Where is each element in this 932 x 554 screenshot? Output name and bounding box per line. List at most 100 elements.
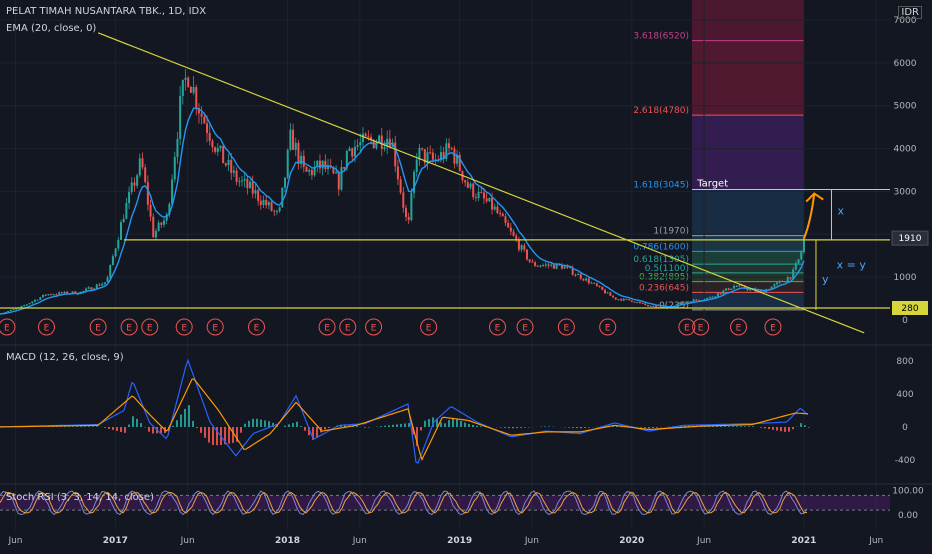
earnings-label-0: E (4, 324, 10, 334)
candle-body-94 (252, 182, 254, 194)
macd-hist-bar-196 (196, 427, 198, 428)
currency-badge[interactable]: IDR (898, 6, 922, 19)
candle-body-189 (507, 223, 509, 228)
macd-hist-bar-228 (228, 427, 230, 444)
candle-body-88 (236, 170, 238, 181)
candle-body-234 (628, 299, 630, 300)
earnings-label-5: E (181, 324, 187, 334)
candle-body-82 (219, 146, 221, 148)
macd-hist-bar-516 (516, 427, 518, 428)
candle-body-196 (526, 250, 528, 260)
fib-label-8: 0.236(645) (639, 283, 689, 293)
candle-body-255 (685, 302, 687, 303)
candle-body-78 (209, 133, 211, 141)
candle-body-89 (238, 181, 240, 182)
candle-body-10 (26, 304, 28, 305)
earnings-label-16: E (684, 324, 690, 334)
candle-body-96 (257, 190, 259, 201)
macd-hist-bar-444 (444, 423, 446, 427)
macd-hist-bar-580 (580, 427, 582, 428)
candle-body-236 (634, 302, 636, 303)
candle-body-95 (254, 190, 256, 193)
candle-body-72 (193, 87, 195, 93)
candle-body-114 (306, 167, 308, 172)
candle-body-204 (547, 264, 549, 265)
candle-body-64 (171, 180, 173, 204)
candle-body-101 (271, 202, 273, 211)
macd-hist-bar-468 (468, 424, 470, 427)
time-tick-8: Jun (696, 536, 711, 546)
macd-hist-bar-248 (248, 421, 250, 427)
candle-body-58 (155, 231, 157, 237)
macd-hist-bar-328 (328, 427, 330, 428)
candle-body-195 (523, 245, 525, 249)
candle-body-42 (112, 256, 114, 265)
candle-body-293 (787, 277, 789, 281)
candle-body-32 (85, 289, 87, 291)
macd-hist-bar-644 (644, 427, 646, 428)
macd-hist-bar-740 (740, 426, 742, 427)
measure-y-label: y (822, 273, 829, 286)
stoch-legend: Stoch RSI (3, 3, 14, 14, close) (6, 492, 154, 503)
macd-hist-bar-452 (452, 418, 454, 427)
candle-body-273 (733, 286, 735, 288)
candle-body-150 (402, 192, 404, 207)
candle-body-17 (45, 295, 47, 296)
candle-body-65 (174, 157, 176, 179)
candle-body-228 (612, 296, 614, 298)
macd-hist-bar-428 (428, 419, 430, 427)
candle-body-107 (287, 150, 289, 178)
macd-hist-bar-104 (104, 427, 106, 428)
macd-hist-bar-504 (504, 427, 506, 428)
candle-body-33 (88, 287, 90, 288)
earnings-label-13: E (522, 324, 528, 334)
macd-hist-bar-120 (120, 427, 122, 432)
candle-body-53 (142, 158, 144, 167)
candle-body-167 (448, 143, 450, 148)
candle-body-222 (596, 283, 598, 286)
candle-body-153 (410, 193, 412, 220)
candle-body-110 (295, 143, 297, 150)
candle-body-226 (607, 292, 609, 293)
candle-body-215 (577, 274, 579, 275)
macd-hist-bar-244 (244, 424, 246, 427)
macd-hist-bar-268 (268, 421, 270, 427)
candle-body-275 (738, 285, 740, 286)
candle-body-288 (773, 284, 775, 286)
candle-body-180 (483, 193, 485, 199)
candle-body-68 (182, 80, 184, 96)
candle-body-93 (249, 182, 251, 188)
earnings-label-1: E (44, 324, 50, 334)
candle-body-202 (542, 265, 544, 266)
candle-body-109 (292, 130, 294, 150)
candle-body-155 (416, 160, 418, 172)
candle-body-55 (147, 182, 149, 205)
candle-body-181 (486, 198, 488, 201)
candle-body-8 (21, 306, 23, 307)
candle-body-264 (709, 297, 711, 298)
candle-body-223 (599, 286, 601, 287)
macd-hist-bar-184 (184, 409, 186, 427)
candle-body-111 (297, 143, 299, 164)
candle-body-92 (246, 179, 248, 188)
macd-hist-bar-728 (728, 426, 730, 427)
macd-hist-bar-788 (788, 427, 790, 432)
time-tick-3: 2018 (275, 536, 300, 546)
macd-hist-bar-508 (508, 427, 510, 428)
candle-body-19 (50, 294, 52, 295)
candle-body-126 (338, 172, 340, 189)
candle-body-256 (687, 301, 689, 302)
symbol-title: PELAT TIMAH NUSANTARA TBK., 1D, IDX (6, 6, 206, 17)
macd-hist-bar-364 (364, 427, 366, 428)
candle-body-219 (588, 279, 590, 283)
candle-body-233 (625, 299, 627, 300)
price-tick-6: 6000 (894, 59, 917, 69)
candle-body-225 (604, 290, 606, 293)
macd-hist-bar-748 (748, 426, 750, 427)
candle-body-24 (64, 292, 66, 294)
candle-body-214 (574, 275, 576, 276)
time-tick-10: Jun (868, 536, 883, 546)
candle-body-48 (128, 192, 130, 203)
fib-label-4: 0.786(1600) (633, 242, 689, 252)
macd-hist-bar-792 (792, 427, 794, 429)
